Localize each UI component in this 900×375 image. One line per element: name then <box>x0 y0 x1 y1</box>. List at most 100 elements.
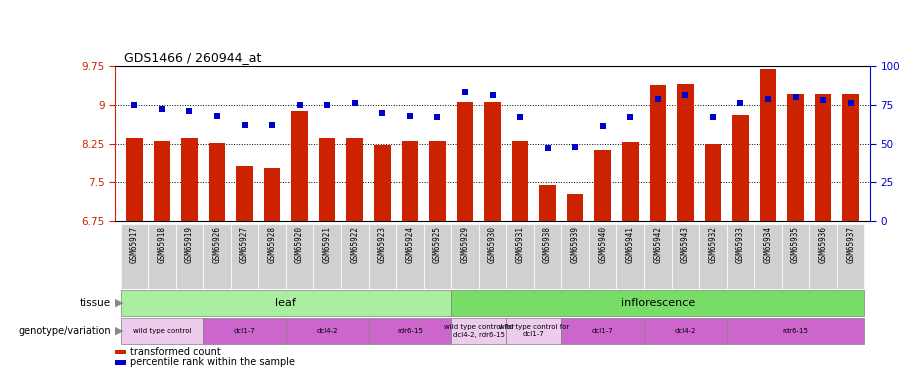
Bar <box>539 185 556 221</box>
Point <box>485 93 500 99</box>
Text: ▶: ▶ <box>114 298 123 308</box>
Bar <box>671 224 699 289</box>
Text: GSM65940: GSM65940 <box>598 226 608 263</box>
Bar <box>788 94 804 221</box>
Bar <box>209 143 225 221</box>
Bar <box>512 141 528 221</box>
Point <box>513 114 527 120</box>
Point <box>843 100 858 106</box>
Bar <box>313 224 341 289</box>
Bar <box>236 166 253 221</box>
Text: GSM65934: GSM65934 <box>763 226 772 263</box>
Bar <box>292 111 308 221</box>
Bar <box>286 224 313 289</box>
Text: wild type control: wild type control <box>132 328 191 334</box>
Bar <box>837 224 865 289</box>
Bar <box>733 115 749 221</box>
Text: dcl1-7: dcl1-7 <box>234 328 256 334</box>
Text: inflorescence: inflorescence <box>621 298 695 308</box>
Point <box>651 96 665 102</box>
Bar <box>562 224 589 289</box>
Text: GSM65921: GSM65921 <box>323 226 332 263</box>
Text: GSM65920: GSM65920 <box>295 226 304 263</box>
Bar <box>622 142 638 221</box>
Bar <box>814 94 832 221</box>
Text: GSM65929: GSM65929 <box>461 226 470 263</box>
Point <box>375 110 390 116</box>
Bar <box>699 224 726 289</box>
Text: wild type control for
dcl1-7: wild type control for dcl1-7 <box>499 324 569 338</box>
Text: percentile rank within the sample: percentile rank within the sample <box>130 357 295 367</box>
Text: GSM65919: GSM65919 <box>184 226 194 263</box>
Point <box>292 102 307 108</box>
Text: dcl4-2: dcl4-2 <box>675 328 696 334</box>
Bar <box>451 318 507 345</box>
Point <box>623 114 637 120</box>
Text: GSM65941: GSM65941 <box>626 226 634 263</box>
Text: GSM65926: GSM65926 <box>212 226 221 263</box>
Bar <box>809 224 837 289</box>
Bar <box>562 318 644 345</box>
Bar <box>368 318 451 345</box>
Text: GSM65927: GSM65927 <box>240 226 249 263</box>
Point <box>706 114 720 120</box>
Text: GSM65931: GSM65931 <box>516 226 525 263</box>
Point <box>320 102 335 108</box>
Bar <box>319 138 336 221</box>
Bar <box>203 318 286 345</box>
Bar <box>126 138 142 221</box>
Point <box>760 96 775 102</box>
Bar <box>479 224 507 289</box>
Bar <box>650 85 666 221</box>
Bar <box>705 144 721 221</box>
Text: GSM65925: GSM65925 <box>433 226 442 263</box>
Point <box>734 100 748 106</box>
Bar <box>396 224 424 289</box>
Bar <box>368 224 396 289</box>
Point <box>679 93 693 99</box>
Bar <box>121 224 148 289</box>
Bar <box>754 224 782 289</box>
Point <box>155 106 169 112</box>
Text: GSM65933: GSM65933 <box>736 226 745 263</box>
Point <box>402 112 417 118</box>
Text: GSM65943: GSM65943 <box>681 226 690 263</box>
Bar <box>595 150 611 221</box>
Point <box>430 114 445 120</box>
Text: GSM65928: GSM65928 <box>267 226 276 263</box>
Point <box>347 100 362 106</box>
Text: dcl4-2: dcl4-2 <box>317 328 338 334</box>
Bar <box>484 102 500 221</box>
Text: GSM65938: GSM65938 <box>543 226 552 263</box>
Bar <box>258 224 286 289</box>
Point <box>540 145 554 151</box>
Text: GSM65917: GSM65917 <box>130 226 139 263</box>
Point <box>182 108 196 114</box>
Bar <box>842 94 859 221</box>
Bar <box>230 224 258 289</box>
Text: GSM65937: GSM65937 <box>846 226 855 263</box>
Point <box>238 122 252 128</box>
Bar <box>346 138 363 221</box>
Point <box>568 144 582 150</box>
Bar <box>760 69 777 221</box>
Bar <box>203 224 230 289</box>
Bar <box>644 318 726 345</box>
Text: GSM65918: GSM65918 <box>158 226 166 263</box>
Text: GDS1466 / 260944_at: GDS1466 / 260944_at <box>124 51 261 64</box>
Point <box>265 122 279 128</box>
Point <box>127 102 141 108</box>
Bar <box>507 224 534 289</box>
Bar <box>121 318 203 345</box>
Text: GSM65924: GSM65924 <box>405 226 414 263</box>
Bar <box>451 224 479 289</box>
Bar <box>401 141 419 221</box>
Text: GSM65935: GSM65935 <box>791 226 800 263</box>
Bar <box>341 224 368 289</box>
Bar <box>148 224 176 289</box>
Bar <box>429 141 445 221</box>
Text: GSM65922: GSM65922 <box>350 226 359 263</box>
Text: leaf: leaf <box>275 298 296 308</box>
Bar <box>589 224 616 289</box>
Text: rdr6-15: rdr6-15 <box>397 328 423 334</box>
